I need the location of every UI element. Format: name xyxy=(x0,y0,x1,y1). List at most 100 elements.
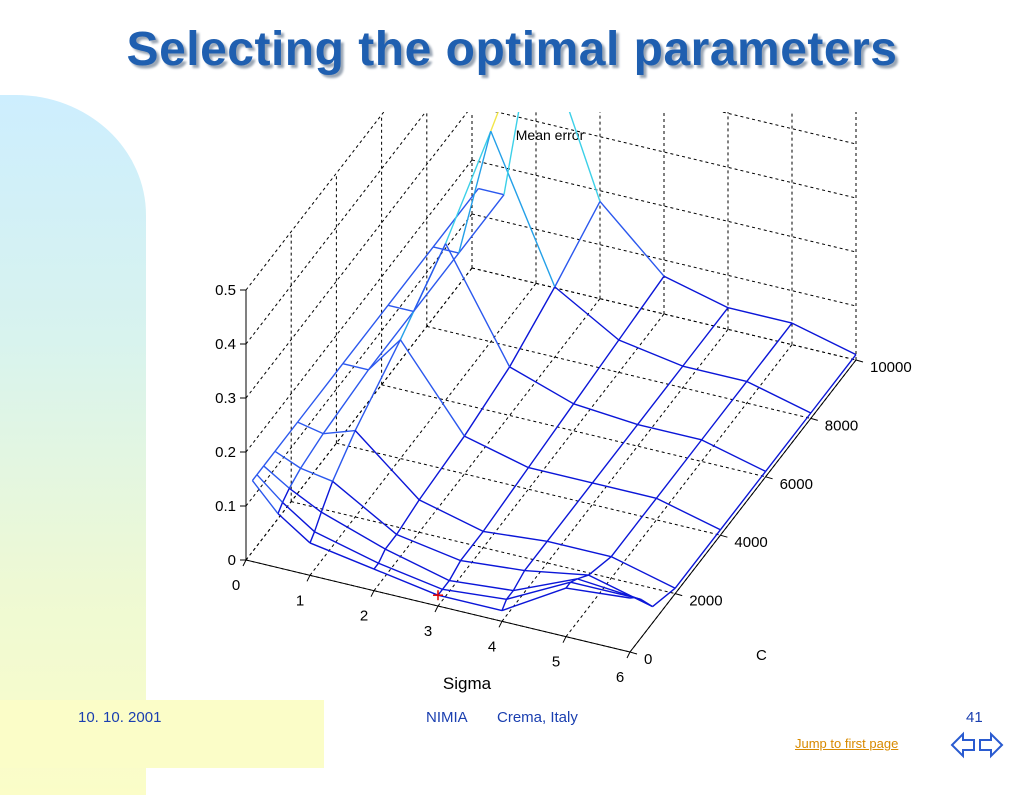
surface-line xyxy=(459,131,491,253)
surface-line xyxy=(414,253,459,311)
surface-line xyxy=(257,466,264,475)
footer-page-number: 41 xyxy=(966,709,983,726)
grid-line xyxy=(246,112,472,398)
x-tick-mark xyxy=(499,621,502,627)
surface-line xyxy=(702,440,766,472)
surface-line xyxy=(301,468,333,481)
surface-line xyxy=(464,367,509,436)
y-tick-label: 2000 xyxy=(689,593,722,610)
footer-decor-band xyxy=(0,700,324,768)
surface-line xyxy=(264,466,290,488)
surface-line xyxy=(664,276,728,308)
surface-line xyxy=(385,549,449,581)
surface-line xyxy=(275,422,298,451)
left-arrow-icon[interactable] xyxy=(952,734,974,756)
surface-line xyxy=(483,531,547,541)
surface-line xyxy=(419,500,483,532)
z-tick-label: 0.1 xyxy=(215,498,236,515)
surface-line xyxy=(619,276,664,340)
surface-line xyxy=(525,541,548,570)
y-tick-label: 4000 xyxy=(734,534,767,551)
x-tick-label: 1 xyxy=(296,592,304,609)
surface-line xyxy=(397,500,420,535)
surface-line xyxy=(446,131,491,243)
surface-line xyxy=(702,381,747,439)
x-tick-label: 3 xyxy=(424,623,432,640)
surface-line xyxy=(600,201,664,276)
grid-line xyxy=(310,283,536,575)
jump-to-first-page-link[interactable]: Jump to first page xyxy=(795,736,898,751)
surface-line xyxy=(478,189,504,195)
surface-line xyxy=(525,571,589,576)
y-axis-line xyxy=(630,360,856,652)
surface-line xyxy=(301,434,324,469)
x-tick-mark xyxy=(563,637,566,643)
surface-line xyxy=(619,340,683,366)
surface-line xyxy=(374,569,438,595)
slide-nav xyxy=(950,730,1004,760)
x-tick-mark xyxy=(627,652,630,658)
surface-line xyxy=(289,488,321,512)
mean-error-surface-chart: 0123456020004000600080001000000.10.20.30… xyxy=(190,112,950,702)
surface-line xyxy=(333,431,356,482)
y-tick-mark xyxy=(811,418,818,420)
surface-line xyxy=(368,340,400,370)
surface-line xyxy=(747,381,811,413)
surface-line xyxy=(275,451,301,468)
surface-line xyxy=(374,563,379,569)
surface-line xyxy=(355,340,400,431)
x-tick-label: 5 xyxy=(552,654,560,671)
grid-line xyxy=(246,112,472,344)
surface-line xyxy=(592,483,656,498)
surface-line xyxy=(638,425,702,440)
x-tick-label: 0 xyxy=(232,577,240,594)
surface-line xyxy=(547,483,592,541)
y-tick-label: 10000 xyxy=(870,359,912,376)
surface-line xyxy=(792,323,856,355)
footer-conference: NIMIA xyxy=(426,709,468,726)
grid-line xyxy=(374,299,600,591)
x-tick-mark xyxy=(371,591,374,597)
surface-line xyxy=(310,532,315,543)
x-axis-label: Sigma xyxy=(443,674,492,693)
z-tick-label: 0.2 xyxy=(215,444,236,461)
surface-line xyxy=(252,481,278,514)
surface-line xyxy=(656,440,701,498)
x-tick-label: 4 xyxy=(488,638,496,655)
surface-line xyxy=(443,581,450,590)
surface-line xyxy=(323,431,355,434)
surface-line xyxy=(728,308,792,323)
surface-line xyxy=(656,498,720,530)
surface-line xyxy=(278,514,310,543)
surface-line xyxy=(611,557,675,589)
surface-line xyxy=(283,488,290,502)
surface-line xyxy=(528,404,573,468)
surface-line xyxy=(414,244,446,312)
surface-line xyxy=(592,425,637,483)
surface-line xyxy=(333,481,397,534)
slide-title: Selecting the optimal parameters xyxy=(0,22,1024,77)
surface-line xyxy=(555,287,619,340)
y-tick-mark xyxy=(856,360,863,362)
y-tick-label: 8000 xyxy=(825,417,858,434)
x-tick-label: 6 xyxy=(616,669,624,686)
surface-line xyxy=(449,581,513,591)
surface-line xyxy=(379,549,386,563)
surface-line xyxy=(683,308,728,366)
left-decor-band xyxy=(0,95,146,795)
surface-line xyxy=(720,471,765,529)
surface-line xyxy=(675,530,720,588)
surface-line xyxy=(461,561,525,571)
surface-line xyxy=(747,323,792,381)
z-tick-label: 0.4 xyxy=(215,336,236,353)
surface-line xyxy=(574,340,619,404)
y-tick-mark xyxy=(630,652,637,654)
right-arrow-icon[interactable] xyxy=(980,734,1002,756)
surface-line xyxy=(343,364,369,370)
z-tick-label: 0 xyxy=(228,552,236,569)
y-tick-label: 0 xyxy=(644,651,652,668)
surface-line xyxy=(547,541,611,556)
x-tick-label: 2 xyxy=(360,608,368,625)
surface-line xyxy=(483,468,528,532)
